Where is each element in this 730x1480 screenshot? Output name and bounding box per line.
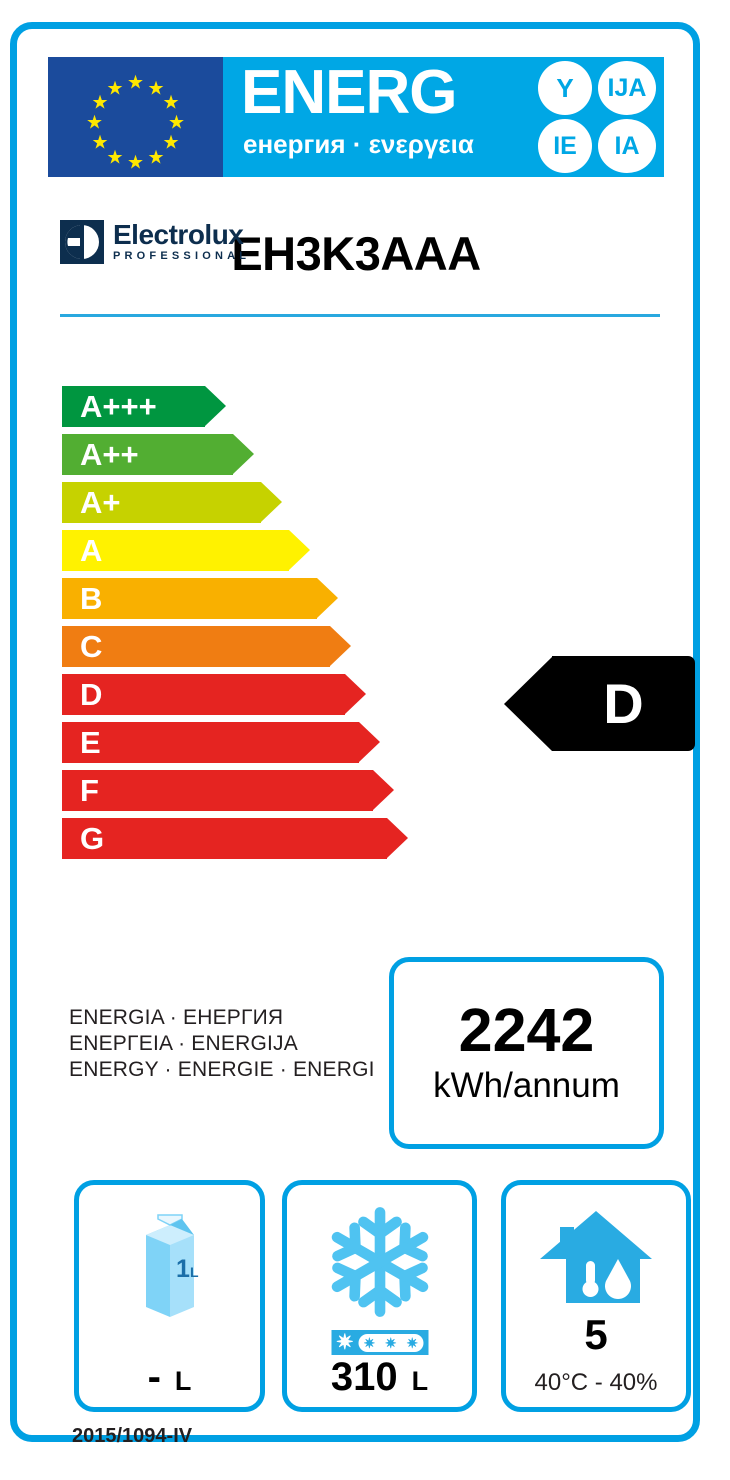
class-arrow-c: C: [62, 626, 462, 667]
freezer-value-row: 310 L: [287, 1355, 472, 1399]
class-arrow-a: A: [62, 530, 462, 571]
class-arrow-aplusplusplus: A+++: [62, 386, 462, 427]
eu-star: ★: [91, 92, 109, 114]
fresh-food-unit: L: [174, 1366, 192, 1396]
class-arrow-e: E: [62, 722, 462, 763]
label-header: ★ ★ ★ ★ ★ ★ ★ ★ ★ ★ ★ ★ ENERG енергия · …: [48, 57, 664, 177]
class-arrow-aplus: A+: [62, 482, 462, 523]
model-name: EH3K3AAA: [231, 226, 481, 280]
climate-class-box: 5 40°C - 40%: [501, 1180, 691, 1412]
class-arrow-label: G: [80, 821, 105, 856]
energ-banner: ENERG енергия · ενεργεια Y IJA IE IA: [223, 57, 664, 177]
eu-star: ★: [147, 78, 165, 99]
energy-consumption-box: 2242 kWh/annum: [389, 957, 664, 1149]
eu-star: ★: [162, 132, 180, 154]
freezer-star-icon: ✷: [384, 1334, 397, 1351]
language-circles: Y IJA IE IA: [538, 61, 658, 173]
eu-star: ★: [162, 92, 180, 114]
class-arrow-label: A: [80, 533, 103, 568]
language-circle-ia: IA: [598, 119, 656, 173]
climate-conditions: 40°C - 40%: [534, 1369, 658, 1396]
eu-star: ★: [91, 132, 109, 154]
class-arrow-label: C: [80, 629, 103, 664]
snowflake-icon: [331, 1207, 428, 1317]
eu-star: ★: [106, 78, 124, 99]
energy-consumption-value: 2242: [458, 996, 595, 1064]
milk-carton-icon: 1 L: [145, 1214, 199, 1317]
regulation-reference: 2015/1094-IV: [72, 1425, 193, 1447]
eu-star: ★: [167, 112, 186, 134]
fresh-food-volume: -: [147, 1355, 161, 1399]
eu-star: ★: [85, 112, 104, 134]
energ-wordmark: ENERG: [241, 58, 457, 127]
eu-star: ★: [106, 147, 124, 168]
eu-star: ★: [126, 152, 145, 174]
class-arrow-label: A+++: [80, 389, 157, 424]
freezer-unit: L: [411, 1366, 429, 1396]
freezer-star-rating-badge: ✷ ✷ ✷ ✷: [331, 1330, 428, 1355]
class-arrow-b: B: [62, 578, 462, 619]
language-circle-ie: IE: [538, 119, 592, 173]
brand-name: Electrolux: [113, 219, 244, 250]
energy-wording-line-2: ENEPΓEIA · ENERGIJA: [69, 1032, 298, 1055]
european-union-flag: ★ ★ ★ ★ ★ ★ ★ ★ ★ ★ ★ ★: [48, 57, 223, 177]
eu-star: ★: [126, 72, 145, 94]
efficiency-class-scale: A+++ A++ A+ A B C D E: [62, 386, 462, 866]
fresh-food-value-row: - L: [79, 1355, 260, 1399]
class-arrow-label: A++: [80, 437, 139, 472]
svg-text:L: L: [190, 1264, 199, 1280]
class-arrow-aplusplus: A++: [62, 434, 462, 475]
class-arrow-label: F: [80, 773, 99, 808]
freezer-compartment-box: ✷ ✷ ✷ ✷ 310 L: [282, 1180, 477, 1412]
svg-text:1: 1: [176, 1255, 190, 1283]
class-arrow-label: B: [80, 581, 103, 616]
energ-subtitle: енергия · ενεργεια: [243, 129, 474, 159]
freezer-volume: 310: [330, 1355, 398, 1399]
rating-pointer: D: [504, 656, 695, 751]
rating-pointer-body: D: [552, 656, 695, 751]
energy-consumption-unit: kWh/annum: [433, 1066, 620, 1105]
class-arrow-f: F: [62, 770, 462, 811]
house-climate-icon: [540, 1211, 652, 1303]
class-arrow-label: D: [80, 677, 103, 712]
brand-suffix: PROFESSIONAL: [113, 250, 251, 262]
brand-model-row: EH3K3AAA Electrolux PROFESSIONAL: [48, 214, 664, 292]
eu-star: ★: [147, 147, 165, 168]
freezer-star-icon: ✷: [363, 1334, 376, 1351]
class-arrow-g: G: [62, 818, 462, 859]
energy-wordings: ENERGIA · ЕНЕРГИЯ ENEPΓEIA · ENERGIJA EN…: [69, 1005, 375, 1083]
language-circle-y: Y: [538, 61, 592, 115]
header-separator: [60, 314, 660, 317]
energy-wording-line-1: ENERGIA · ЕНЕРГИЯ: [69, 1006, 284, 1029]
freezer-star-pill: ✷ ✷ ✷: [358, 1333, 423, 1352]
rating-class-label: D: [603, 671, 644, 735]
class-arrow-d: D: [62, 674, 462, 715]
fresh-food-compartment-box: 1 L - L: [74, 1180, 265, 1412]
freezer-star-main-icon: ✷: [336, 1331, 354, 1354]
language-circle-ija: IJA: [598, 61, 656, 115]
electrolux-mark-icon: [60, 220, 104, 264]
freezer-star-icon: ✷: [406, 1334, 419, 1351]
climate-class-value: 5: [584, 1311, 608, 1358]
electrolux-logo: Electrolux PROFESSIONAL: [60, 220, 250, 264]
rating-pointer-tip: [504, 656, 552, 751]
class-arrow-label: A+: [80, 485, 121, 520]
class-arrow-label: E: [80, 725, 101, 760]
energy-label: ★ ★ ★ ★ ★ ★ ★ ★ ★ ★ ★ ★ ENERG енергия · …: [10, 22, 700, 1447]
energy-wording-line-3: ENERGY · ENERGIE · ENERGI: [69, 1058, 375, 1081]
